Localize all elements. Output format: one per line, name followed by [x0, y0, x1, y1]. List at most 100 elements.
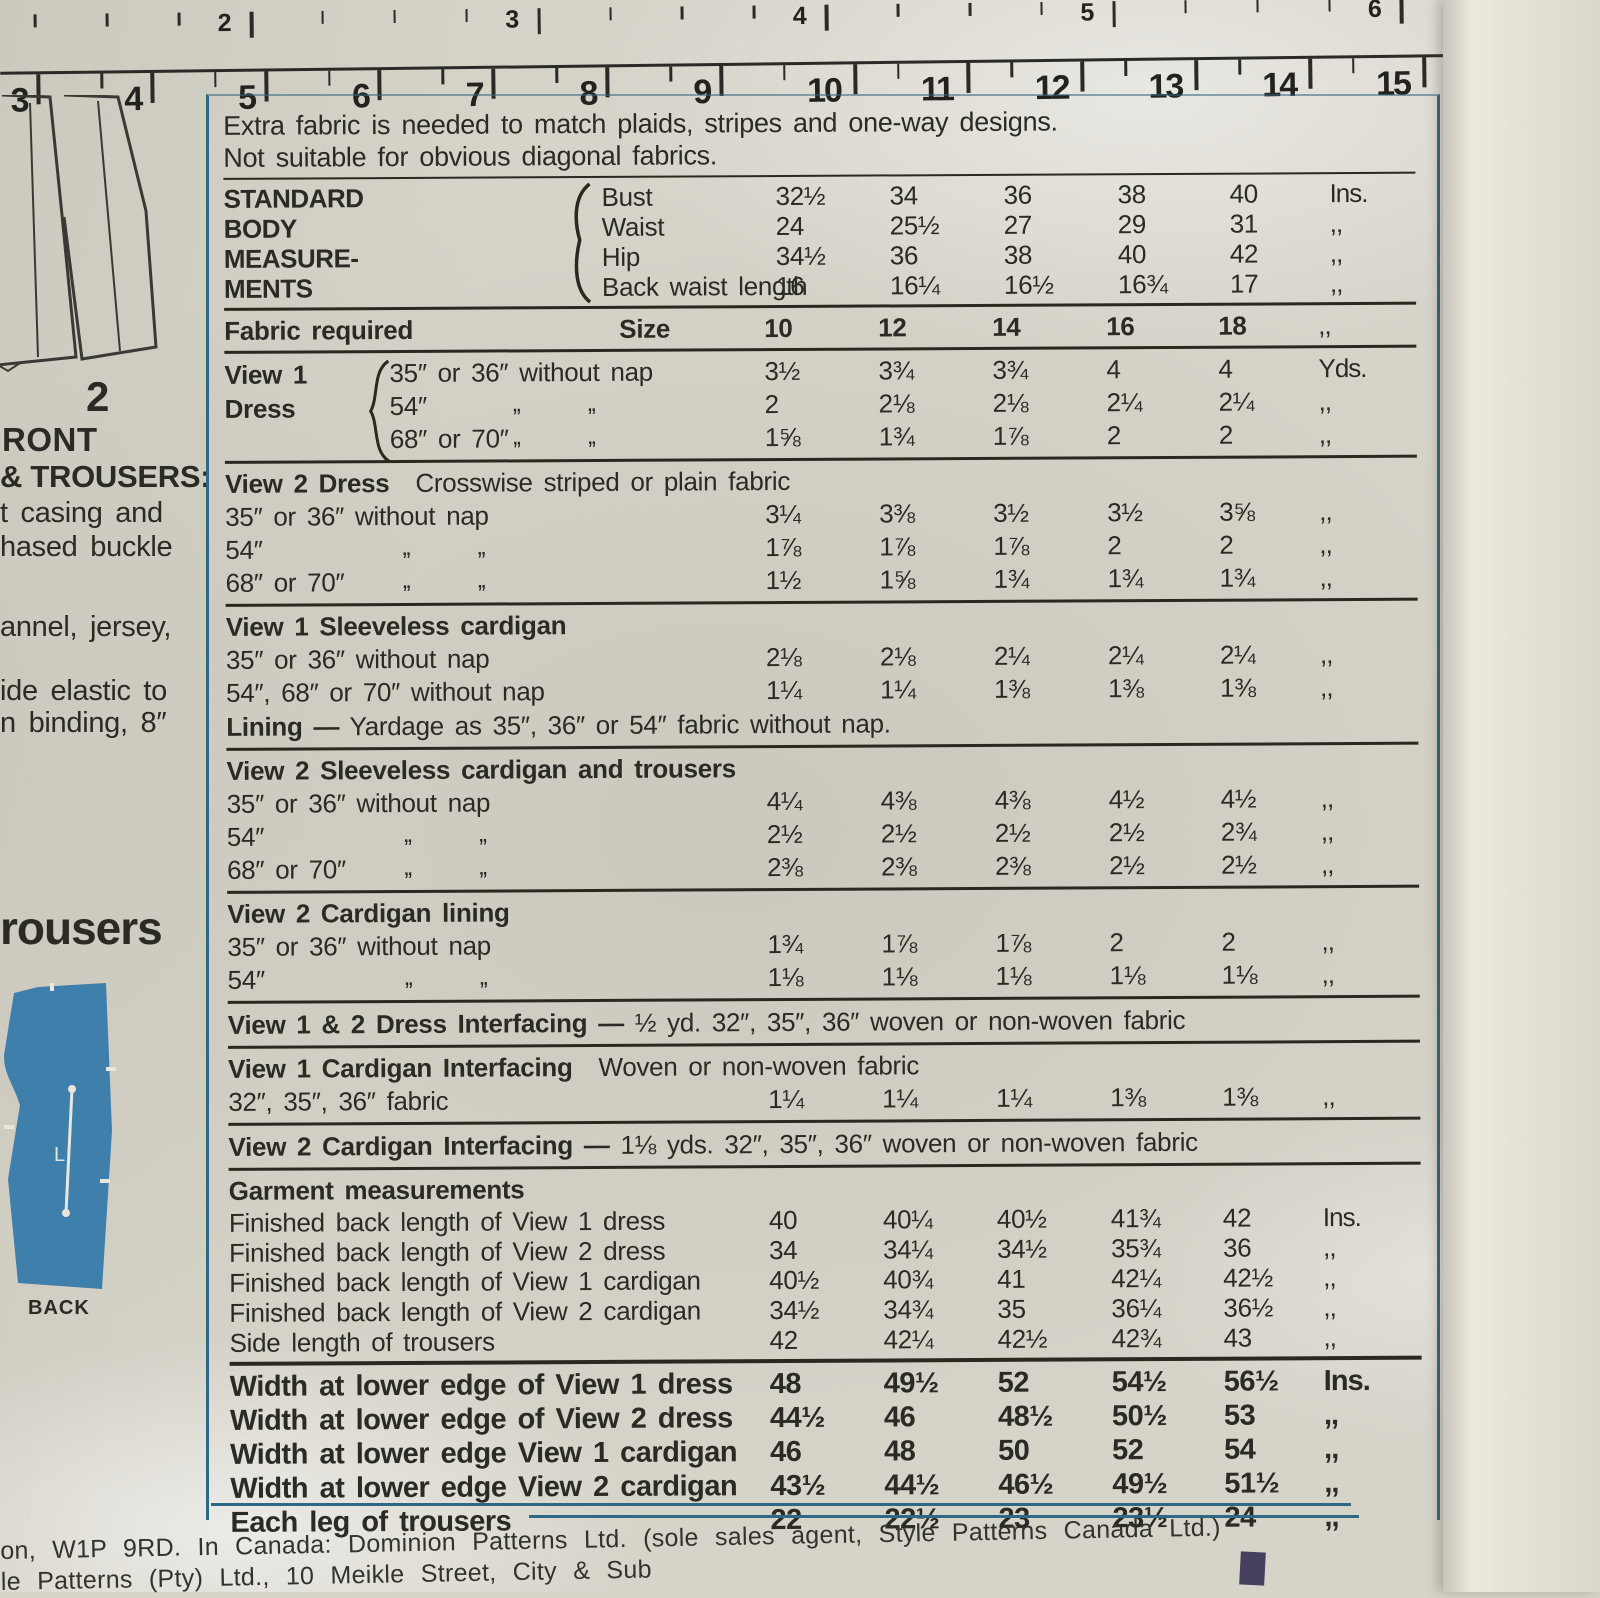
row-label-cell: 68″ or 70″,,,,	[225, 564, 765, 600]
body-measurements-block: STANDARD BODY MEASURE- MENTS Bust 32½ 34 36…	[223, 178, 1438, 304]
row-label: 68″ or 70″	[226, 854, 346, 885]
size-value: 3⅜	[879, 498, 915, 529]
ruler-tick	[177, 12, 181, 26]
unit-cell: ,,	[1329, 268, 1343, 299]
section-title: Garment measurements	[228, 1174, 525, 1206]
size-value: 34	[768, 1234, 798, 1266]
row-label-cell: Bust	[601, 181, 775, 212]
row-label: Width at lower edge View 2 cardigan	[230, 1470, 738, 1505]
size-value: 1⅛	[1109, 960, 1146, 991]
table-row: Side length of trousers 42 42¼ 42½ 42¾ 43,,	[229, 1322, 1443, 1358]
table-row: Bust 32½ 34 36 38 40 Ins.	[601, 178, 1437, 212]
ruler-tick	[1256, 0, 1259, 13]
unit-cell: ,,	[1319, 639, 1333, 670]
size-value: 2⅜	[880, 851, 917, 882]
size-value: 36	[1003, 179, 1032, 210]
interfacing-label: View 2 Cardigan Interfacing —	[228, 1129, 610, 1162]
section-note: Woven or non-woven fabric	[598, 1050, 920, 1082]
trousers-back-piece-illustration: L	[4, 983, 116, 1289]
row-label-cell: 35″ or 36″ without nap	[389, 355, 764, 390]
row-label-cell: 54″,,,,	[390, 388, 765, 423]
row-label: Side length of trousers	[229, 1326, 495, 1358]
table-row: 54″,,,, 1⅛ 1⅛ 1⅛ 1⅛ 1⅛,,	[228, 958, 1442, 997]
unit-cell: ,,	[1329, 238, 1343, 269]
size-value: 1¼	[766, 674, 802, 706]
size-value: 49½	[1112, 1468, 1168, 1501]
unit-cell: Ins.	[1329, 177, 1368, 209]
size-value: 41	[997, 1263, 1026, 1294]
size-value: 27	[1003, 209, 1033, 240]
row-label-cell: Hip	[602, 241, 776, 272]
size-value: 29	[1117, 209, 1147, 240]
ruler-tick	[605, 67, 610, 98]
size-value: 52	[997, 1366, 1030, 1399]
size-value: 1⅞	[881, 928, 918, 959]
unit-cell: ,,	[1324, 1467, 1339, 1500]
size-value: 2¼	[1106, 387, 1143, 418]
row-label: 68″ or 70″	[225, 567, 345, 598]
row-label-cell: Width at lower edge View 1 cardigan	[230, 1435, 770, 1472]
back-label: BACK	[28, 1297, 90, 1319]
size-value: 1⅞	[995, 927, 1032, 958]
ditto-mark: ,,	[586, 389, 595, 418]
trousers-word-fragment: rousers	[0, 902, 163, 954]
title-line: Dress	[224, 393, 296, 424]
trousers-heading-fragment: & TROUSERS:	[0, 459, 211, 494]
interfacing-text: ½ yd. 32″, 35″, 36″ woven or non-woven f…	[623, 1004, 1186, 1038]
label-line: STANDARD	[223, 183, 364, 214]
size-value: 1⅞	[992, 420, 1029, 451]
unit-cell: ,,	[1323, 1262, 1336, 1293]
unit-cell: ,,	[1319, 496, 1332, 527]
size-value: 38	[1003, 239, 1033, 270]
panel-bottom-border	[529, 1515, 1359, 1518]
size-label: Size	[619, 313, 671, 344]
size-value: 34¼	[882, 1234, 933, 1265]
size-value: 2	[764, 389, 779, 420]
lining-text: Yardage as 35″, 36″ or 54″ fabric withou…	[339, 708, 891, 742]
size-value: 2	[1221, 926, 1236, 957]
size-value: 2	[1109, 927, 1124, 958]
unit-cell: Yds.	[1318, 352, 1367, 384]
section-title: View 2 Sleeveless cardigan and trousers	[226, 753, 736, 786]
size-value: 3½	[1107, 497, 1143, 528]
unit-cell: ,,	[1329, 208, 1343, 239]
text-fragment: hased buckle	[0, 531, 173, 563]
brace-glyph	[561, 182, 602, 304]
row-label: 35″ or 36″ without nap	[226, 787, 491, 819]
ruler-tick	[966, 62, 971, 93]
ruler-number: 6	[1367, 0, 1382, 24]
size-value: 2¼	[1107, 640, 1144, 671]
size-value: 2¾	[1220, 816, 1257, 847]
ditto-mark: ,,	[402, 853, 411, 881]
size-value: 1¼	[882, 1083, 918, 1114]
ditto-mark: ,,	[401, 566, 409, 594]
size-value: 1⅜	[1108, 673, 1144, 704]
size-value: 48½	[997, 1400, 1053, 1433]
section-rows: 35″ or 36″ without nap 3¼ 3⅜ 3½ 3½ 3⅝,, 54″,,,…	[225, 495, 1440, 600]
row-label: 35″ or 36″ without nap	[225, 643, 490, 675]
ruler-tick	[214, 72, 217, 88]
trousers-front-sketch	[0, 95, 158, 373]
size-value: 4⅜	[880, 785, 917, 816]
size-value: 1¾	[767, 928, 804, 960]
ruler-tick	[1124, 61, 1128, 77]
size-value: 2¼	[1218, 386, 1255, 417]
unit-cell: ,,	[1318, 310, 1331, 341]
size-value: 2½	[1108, 817, 1145, 848]
text-fragment: n binding, 8″	[0, 707, 167, 739]
size-value: 1¾	[1219, 562, 1256, 593]
text-fragment: t casing and	[0, 497, 163, 529]
ruler-number: 4	[792, 1, 806, 31]
unit-cell: ,,	[1321, 926, 1334, 957]
unit-cell: ,,	[1320, 816, 1334, 847]
row-label-cell: 32″, 35″, 36″ fabric	[228, 1083, 768, 1119]
row-label: Width at lower edge of View 2 dress	[229, 1402, 733, 1437]
size-value: 50½	[1111, 1400, 1167, 1433]
section-title: View 1 Cardigan Interfacing	[228, 1052, 573, 1084]
unit-cell: ,,	[1318, 386, 1332, 417]
unit-cell: ,,	[1322, 1232, 1336, 1263]
ruler-tick	[719, 65, 724, 96]
size-column-header: 18	[1218, 310, 1247, 341]
unit-cell: ,,	[1319, 529, 1332, 560]
size-value: 40½	[769, 1264, 820, 1296]
